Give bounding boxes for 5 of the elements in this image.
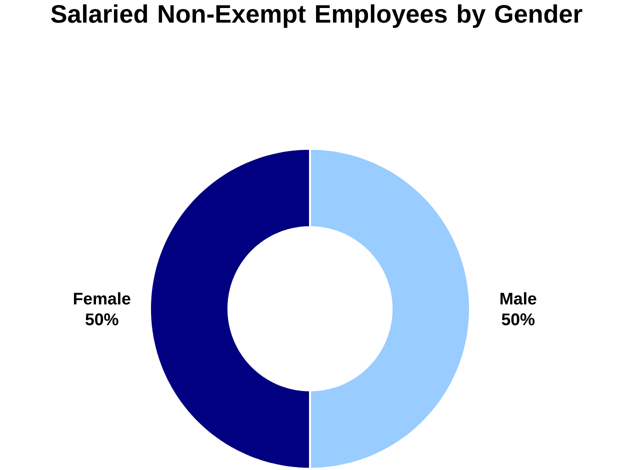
slice-label: Male [500, 292, 536, 305]
chart-title: Salaried Non-Exempt Employees by Gender [51, 4, 582, 28]
slice-label: Female [74, 292, 130, 305]
data-label: 50% [502, 314, 535, 326]
data-label: 50% [86, 314, 118, 326]
